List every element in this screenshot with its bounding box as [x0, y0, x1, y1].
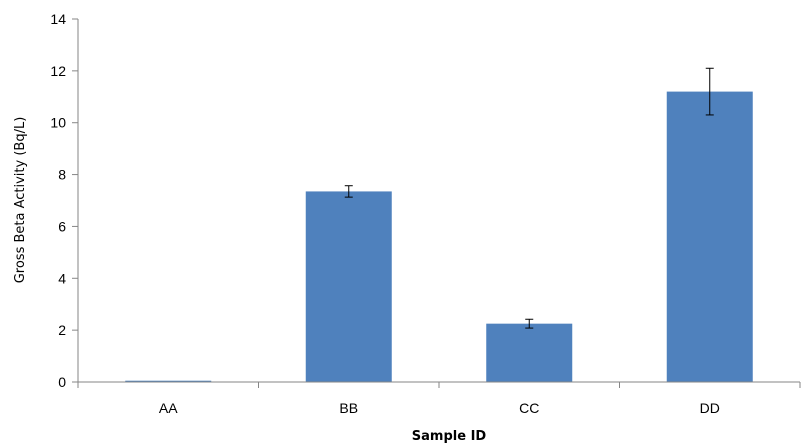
bars	[125, 91, 753, 382]
error-bar-bb	[344, 185, 353, 198]
y-tick-label: 0	[58, 374, 66, 390]
x-axis-ticks	[77, 382, 801, 388]
x-tick-label: AA	[159, 400, 178, 416]
y-axis-ticks	[72, 18, 78, 383]
x-tick-label: DD	[700, 400, 720, 416]
bar-dd	[666, 91, 753, 382]
error-bar-cc	[525, 318, 534, 329]
error-bars	[344, 67, 714, 329]
y-tick-label: 2	[58, 322, 66, 338]
y-axis-title: Gross Beta Activity (Bq/L)	[13, 117, 28, 284]
y-tick-label: 14	[50, 11, 66, 27]
x-axis-tick-labels: AA BB CC DD	[159, 400, 720, 416]
y-tick-label: 10	[50, 115, 66, 131]
bar-aa	[125, 380, 212, 382]
y-tick-label: 8	[58, 167, 66, 183]
y-axis-tick-labels: 0 2 4 6 8 10 12 14	[50, 11, 66, 390]
y-tick-label: 4	[58, 270, 66, 286]
bar-bb	[305, 191, 392, 382]
x-tick-label: BB	[339, 400, 358, 416]
y-tick-label: 12	[50, 63, 66, 79]
bar-cc	[486, 323, 573, 382]
x-tick-label: CC	[519, 400, 539, 416]
error-bar-dd	[705, 67, 714, 116]
y-tick-label: 6	[58, 218, 66, 234]
x-axis-title: Sample ID	[412, 429, 487, 444]
